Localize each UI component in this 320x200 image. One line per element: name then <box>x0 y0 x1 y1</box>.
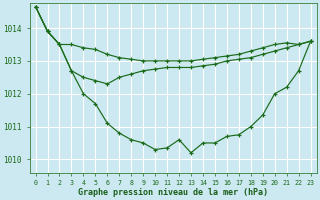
X-axis label: Graphe pression niveau de la mer (hPa): Graphe pression niveau de la mer (hPa) <box>78 188 268 197</box>
